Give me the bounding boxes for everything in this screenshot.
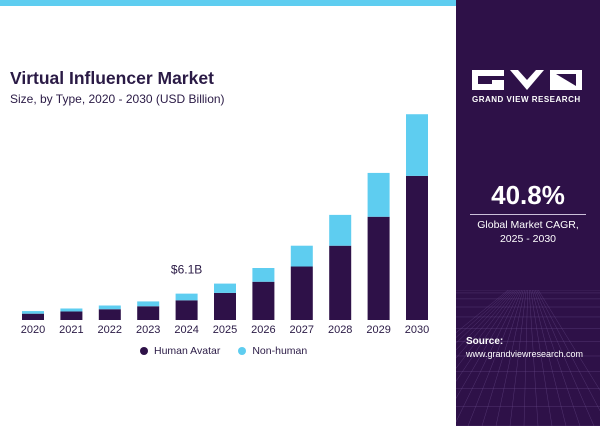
brand-name: GRAND VIEW RESEARCH xyxy=(472,95,581,104)
bar-non-human-2021 xyxy=(60,308,83,312)
bar-human-avatar-2022 xyxy=(98,309,121,320)
cagr-divider xyxy=(470,214,586,215)
bar-non-human-2027 xyxy=(290,245,313,267)
bar-human-avatar-2028 xyxy=(329,245,352,320)
bar-non-human-2022 xyxy=(98,305,121,310)
chart-area: Virtual Influencer Market Size, by Type,… xyxy=(10,68,429,357)
x-tick-label-2021: 2021 xyxy=(59,324,83,336)
bar-non-human-2029 xyxy=(367,172,390,217)
bar-non-human-2024 xyxy=(175,293,198,301)
x-tick-label-2026: 2026 xyxy=(251,324,275,336)
chart-legend: Human Avatar Non-human xyxy=(140,345,325,357)
bar-human-avatar-2025 xyxy=(214,292,236,320)
chart-subtitle: Size, by Type, 2020 - 2030 (USD Billion) xyxy=(10,92,225,106)
cagr-label-line2: 2025 - 2030 xyxy=(499,233,557,245)
x-tick-label-2027: 2027 xyxy=(290,324,314,336)
legend-label-non-human: Non-human xyxy=(252,345,308,357)
x-tick-label-2024: 2024 xyxy=(174,324,198,336)
bar-human-avatar-2024 xyxy=(175,300,198,320)
x-tick-label-2028: 2028 xyxy=(328,324,352,336)
bar-non-human-2026 xyxy=(252,268,275,282)
cagr-value: 40.8% xyxy=(491,180,565,210)
bar-chart: 2020 2021 2022 2023 2024 2025 2026 2027 2028 2029… xyxy=(21,114,429,336)
legend-swatch-non-human xyxy=(238,347,247,355)
bar-non-human-2030 xyxy=(406,114,428,176)
legend-item-non-human: Non-human xyxy=(238,345,307,357)
bar-human-avatar-2020 xyxy=(22,313,44,320)
bar-non-human-2025 xyxy=(214,283,236,293)
brand-logo: GRAND VIEW RESEARCH xyxy=(472,70,584,104)
source-label: Source: xyxy=(466,336,504,347)
x-tick-label-2030: 2030 xyxy=(405,324,429,336)
x-tick-label-2020: 2020 xyxy=(21,324,45,336)
legend-swatch-human-avatar xyxy=(140,347,148,355)
legend-item-human-avatar: Human Avatar xyxy=(140,345,220,357)
decorative-grid xyxy=(456,290,600,426)
info-panel: GRAND VIEW RESEARCH 40.8% Global Market … xyxy=(456,0,600,426)
bar-human-avatar-2030 xyxy=(406,175,428,320)
bar-human-avatar-2029 xyxy=(367,216,390,320)
gvr-logo-icon xyxy=(472,70,582,90)
bar-non-human-2023 xyxy=(137,301,160,307)
cagr-label: Global Market CAGR, 2025 - 2030 xyxy=(456,218,600,246)
top-accent-bar xyxy=(0,0,456,6)
bar-human-avatar-2023 xyxy=(137,306,160,320)
source-url[interactable]: www.grandviewresearch.com xyxy=(466,349,584,359)
x-tick-label-2023: 2023 xyxy=(136,324,160,336)
bar-non-human-2028 xyxy=(329,214,352,246)
bar-human-avatar-2027 xyxy=(290,266,313,320)
x-tick-label-2022: 2022 xyxy=(98,324,122,336)
x-tick-label-2025: 2025 xyxy=(213,324,237,336)
chart-title: Virtual Influencer Market xyxy=(10,68,214,88)
bar-non-human-2020 xyxy=(22,311,44,314)
bar-human-avatar-2021 xyxy=(60,311,83,320)
bar-human-avatar-2026 xyxy=(252,281,275,320)
cagr-label-line1: Global Market CAGR, xyxy=(477,219,579,231)
x-tick-label-2029: 2029 xyxy=(366,324,390,336)
legend-label-human-avatar: Human Avatar xyxy=(154,345,221,357)
data-label-2024: $6.1B xyxy=(171,263,202,277)
